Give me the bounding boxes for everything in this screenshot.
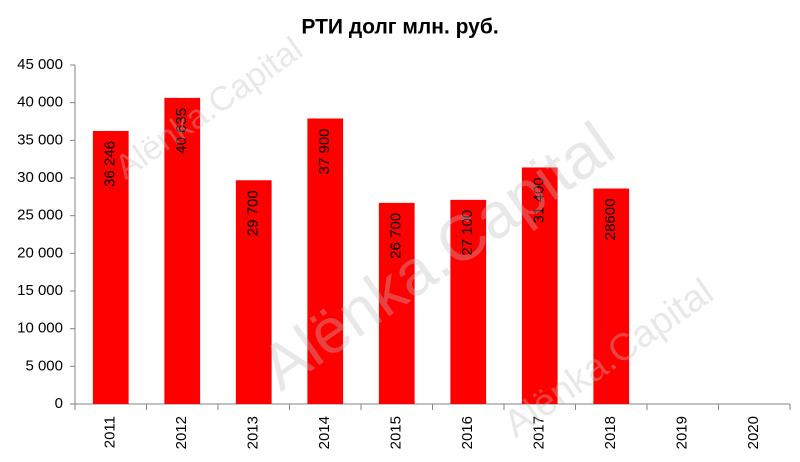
x-tick-label: 2016 [459,416,476,449]
value-label: 40 635 [173,108,190,154]
x-tick-label: 2019 [674,416,691,449]
value-label: 36 246 [102,141,119,187]
x-tick-label: 2011 [102,416,119,448]
bar [307,118,344,404]
value-label: 37 900 [316,128,333,174]
x-tick-label: 2015 [388,416,405,449]
y-tick-label: 5 000 [25,357,63,374]
bar [92,130,129,405]
y-tick-label: 10 000 [17,320,63,337]
x-tick-label: 2013 [245,416,262,449]
value-label: 27 100 [459,210,476,256]
y-tick-label: 35 000 [17,131,63,148]
bar [164,97,201,405]
y-tick-label: 40 000 [17,94,63,111]
watermark: Alënka.Capital [108,30,309,187]
value-label: 26 700 [388,213,405,259]
x-tick-label: 2018 [602,416,619,449]
y-tick-label: 25 000 [17,207,63,224]
value-label: 31 400 [531,177,548,223]
bar [521,167,558,404]
value-label: 28600 [602,199,619,241]
y-tick-label: 30 000 [17,169,63,186]
value-label: 29 700 [245,190,262,236]
bar [235,180,272,404]
x-tick-label: 2012 [173,416,190,449]
x-tick-label: 2014 [316,416,333,449]
x-tick-label: 2020 [745,416,762,449]
bar [378,202,415,404]
y-tick-label: 45 000 [17,56,63,73]
y-tick-label: 0 [55,395,63,412]
chart-title: РТИ долг млн. руб. [301,16,498,39]
bar [450,199,487,404]
x-tick-label: 2017 [531,416,548,449]
bar [593,188,630,404]
y-tick-label: 20 000 [17,244,63,261]
y-tick-label: 15 000 [17,282,63,299]
